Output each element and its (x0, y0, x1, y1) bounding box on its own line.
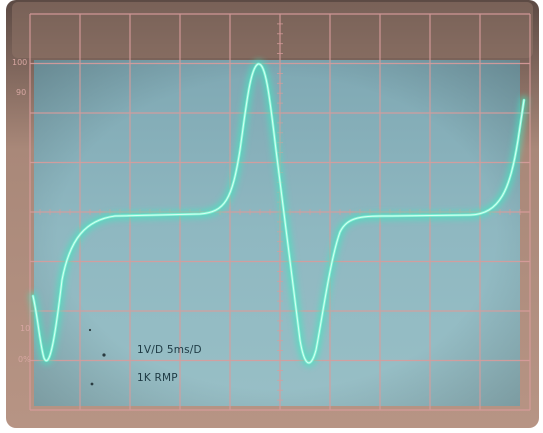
screen-speck (90, 382, 94, 386)
waveform-trace-core (32, 63, 525, 364)
graticule-label-10: 10 (20, 324, 30, 333)
screen-speck (88, 328, 92, 332)
graticule-label-100: 100 (12, 58, 27, 67)
graticule-label-90: 90 (16, 88, 26, 97)
graticule-label-0: 0% (18, 355, 31, 364)
screen-speck (102, 353, 106, 357)
scale-caption: 1V/D 5ms/D (137, 344, 202, 356)
reference-caption: 1K RMP (137, 372, 178, 384)
